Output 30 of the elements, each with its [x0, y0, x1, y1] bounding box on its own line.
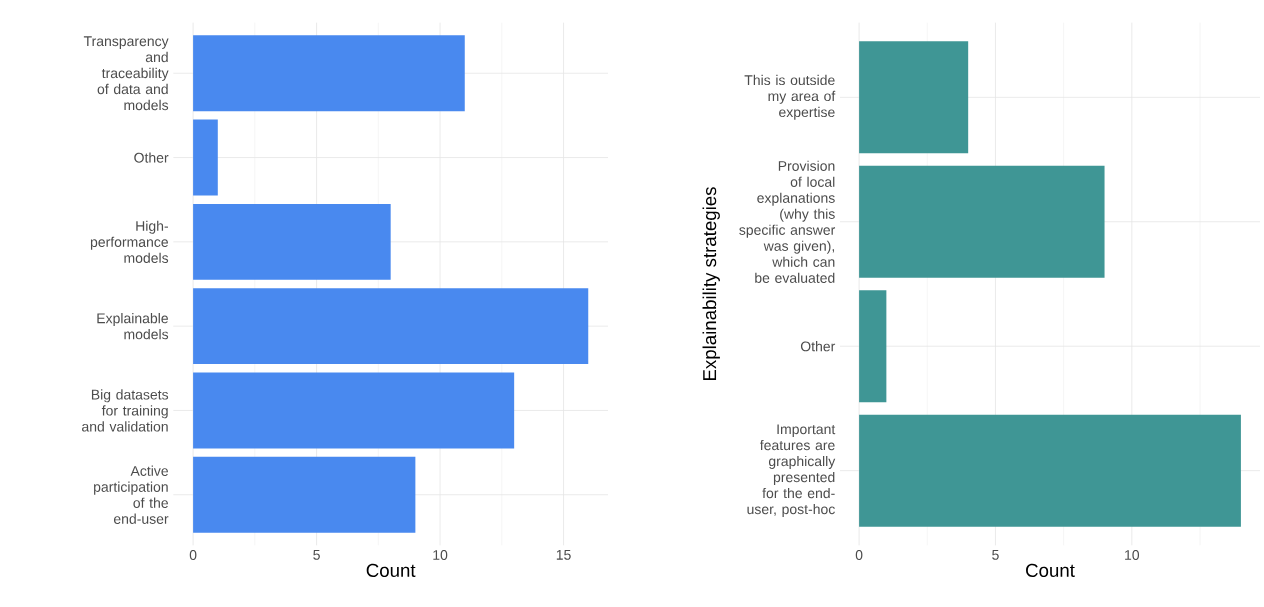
y-tick-label: High-performance models: [90, 220, 169, 264]
y-tick-label: Provision of local explanations (why this specific answer was given), which can be evaluated: [739, 160, 836, 284]
y-tick-label: Other: [134, 152, 169, 163]
x-tick-label: 0: [855, 550, 863, 561]
x-tick-label: 15: [556, 550, 571, 560]
x-axis-title: Count: [1026, 563, 1075, 578]
x-tick-label: 10: [433, 550, 448, 561]
y-axis-title: Explainability strategies: [702, 187, 720, 381]
bar: [193, 456, 416, 533]
bar: [859, 414, 1241, 527]
x-axis-title: Count: [366, 563, 416, 578]
y-tick-label: Active participation of the end-user: [94, 465, 169, 525]
y-tick-label: Other: [800, 341, 836, 352]
bar: [193, 204, 391, 280]
bar: [859, 290, 887, 403]
x-tick-label: 5: [313, 550, 320, 560]
x-tick-label: 10: [1125, 550, 1140, 561]
y-tick-label: This is outside my area of expertise: [744, 74, 836, 121]
y-tick-label: Explainable models: [97, 313, 169, 340]
bar: [193, 372, 515, 449]
bar: [859, 165, 1105, 278]
bar: [193, 288, 589, 365]
bar: [193, 119, 218, 196]
y-tick-label: Big datasets for training and validation: [82, 389, 169, 432]
y-tick-label: Important features are graphically presented for the end-user, post-hoc: [747, 424, 836, 518]
y-tick-label: Transparency and traceability of data and models: [83, 36, 169, 111]
bar: [859, 41, 969, 154]
x-tick-label: 5: [992, 550, 999, 560]
x-tick-label: 0: [189, 550, 197, 561]
bar: [193, 35, 465, 112]
